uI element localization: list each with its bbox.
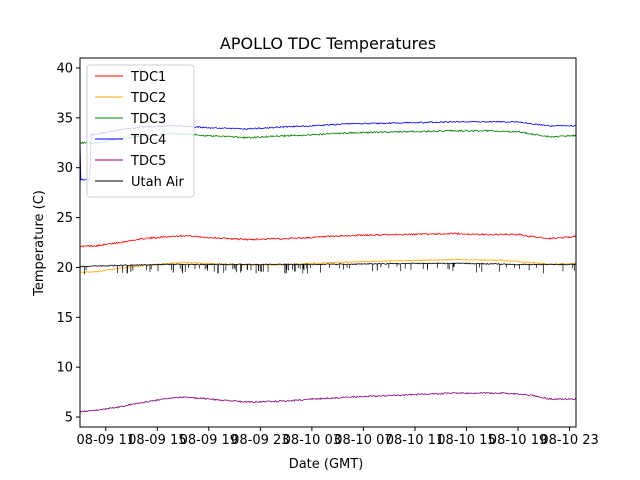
series-line-tdc1 xyxy=(79,232,577,248)
legend-label: TDC3 xyxy=(130,112,166,127)
series-line-tdc5 xyxy=(79,392,577,413)
legend-label: TDC4 xyxy=(130,133,166,148)
x-tick-label: 08-10 03 xyxy=(283,433,341,448)
y-tick-label: 35 xyxy=(56,111,73,126)
x-tick-label: 08-09 19 xyxy=(180,433,238,448)
legend: TDC1 TDC2 TDC3 TDC4 TDC5 Utah Air xyxy=(86,64,195,198)
y-tick-label: 40 xyxy=(56,61,73,76)
y-tick-label: 10 xyxy=(56,361,73,376)
series-line-utah-air xyxy=(79,262,577,268)
series-line-tdc2 xyxy=(79,258,577,274)
x-tick-label: 08-09 23 xyxy=(231,433,289,448)
y-tick-label: 15 xyxy=(56,311,73,326)
y-tick-label: 30 xyxy=(56,161,73,176)
legend-label: TDC5 xyxy=(130,154,166,169)
y-tick-label: 25 xyxy=(56,211,73,226)
x-tick-label: 08-10 07 xyxy=(334,433,392,448)
x-tick-label: 08-10 19 xyxy=(489,433,547,448)
x-tick-label: 08-09 11 xyxy=(77,433,135,448)
x-tick-label: 08-10 11 xyxy=(386,433,444,448)
legend-label: TDC2 xyxy=(130,91,166,106)
y-tick-label: 5 xyxy=(65,411,73,426)
series-spikes-utah-air xyxy=(79,263,575,275)
x-tick-label: 08-09 15 xyxy=(128,433,186,448)
x-axis-label: Date (GMT) xyxy=(289,457,364,472)
y-tick-label: 20 xyxy=(56,261,73,276)
legend-label: TDC1 xyxy=(130,70,166,85)
legend-label: Utah Air xyxy=(131,175,184,190)
legend-box xyxy=(86,64,195,198)
chart-title: APOLLO TDC Temperatures xyxy=(220,34,436,53)
x-tick-label: 08-10 23 xyxy=(540,433,598,448)
plot-frame xyxy=(79,57,577,428)
x-tick-label: 08-10 15 xyxy=(437,433,495,448)
y-axis-label: Temperature (C) xyxy=(32,190,47,297)
